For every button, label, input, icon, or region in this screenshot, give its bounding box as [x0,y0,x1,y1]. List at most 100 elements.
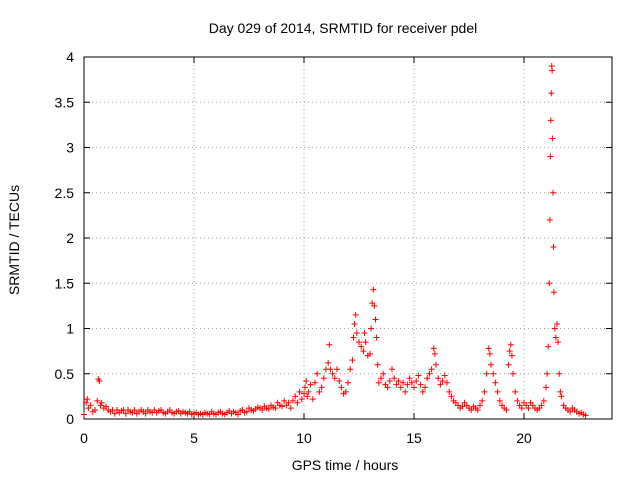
data-point [477,402,483,409]
data-point [556,370,563,377]
data-point [506,348,513,355]
data-point [389,366,395,373]
data-point [338,384,345,391]
data-point [514,397,521,404]
data-series [81,63,589,419]
data-point [84,396,91,403]
data-point [510,370,516,377]
y-tick-label: 0 [66,411,74,427]
y-tick-label: 1.5 [55,275,75,291]
data-point [492,379,499,386]
chart-title: Day 029 of 2014, SRMTID for receiver pde… [209,20,477,36]
data-point [265,406,272,413]
data-point [314,370,321,377]
data-point [336,377,343,384]
data-point [131,406,138,413]
data-point [353,330,360,337]
data-point [349,357,356,364]
data-point [320,375,327,382]
data-point [546,216,553,223]
data-point [372,316,379,323]
data-point [303,377,310,384]
data-point [325,359,332,366]
data-point [552,334,559,341]
x-tick-label: 15 [406,430,422,446]
data-point [485,345,492,352]
data-point [554,320,560,327]
data-point [97,402,104,409]
data-point [547,117,554,124]
data-point [547,153,554,160]
data-point [397,384,404,391]
data-point [331,375,338,382]
data-point [318,384,325,391]
data-point [402,388,409,395]
data-point [550,244,557,251]
data-point [307,381,314,388]
data-point [422,384,428,391]
data-point [411,384,417,391]
data-point [312,379,318,386]
data-point [404,381,411,388]
data-point [400,379,406,386]
data-point [448,393,455,400]
data-point [281,397,288,404]
data-point [479,397,486,404]
data-point [459,403,466,410]
data-point [375,379,382,386]
data-point [327,366,334,373]
data-point [111,410,118,417]
data-point [444,379,450,386]
data-point [494,388,501,395]
data-point [437,381,444,388]
data-point [548,90,555,97]
data-point [304,393,311,400]
data-point [550,189,557,196]
data-point [474,406,481,413]
data-point [481,388,488,395]
data-point [356,339,362,346]
data-point [431,350,438,357]
y-tick-labels: 0 0.5 1 1.5 2 2.5 3 3.5 4 [55,49,75,427]
data-point [329,370,336,377]
data-point [538,402,545,409]
data-point [386,377,393,384]
data-point [550,289,557,296]
y-tick-label: 0.5 [55,366,75,382]
data-point [490,370,497,377]
data-point [302,384,309,391]
data-point [272,405,279,412]
data-point [496,397,503,404]
data-point [505,361,512,368]
data-point [503,406,510,413]
data-point [508,352,515,359]
data-point [347,366,354,373]
data-point [395,377,402,384]
data-point [380,370,387,377]
data-point [441,372,448,379]
data-point [417,381,424,388]
data-point [558,393,565,400]
data-point [426,370,433,377]
data-point [87,402,94,409]
data-point [334,366,340,373]
data-point [551,325,558,332]
data-point [582,412,589,419]
data-point [142,410,149,417]
data-point [81,411,87,418]
data-point [378,375,384,382]
data-point [351,320,358,327]
data-point [413,377,420,384]
data-point [518,405,525,412]
data-point [525,405,532,412]
data-point [486,350,493,357]
data-point [393,381,400,388]
data-point [285,399,292,406]
data-point [373,334,380,341]
data-point [549,135,556,142]
data-point [424,375,431,382]
data-point [358,343,365,350]
data-point [384,384,391,391]
x-tick-label: 20 [516,430,532,446]
data-point [290,397,296,404]
